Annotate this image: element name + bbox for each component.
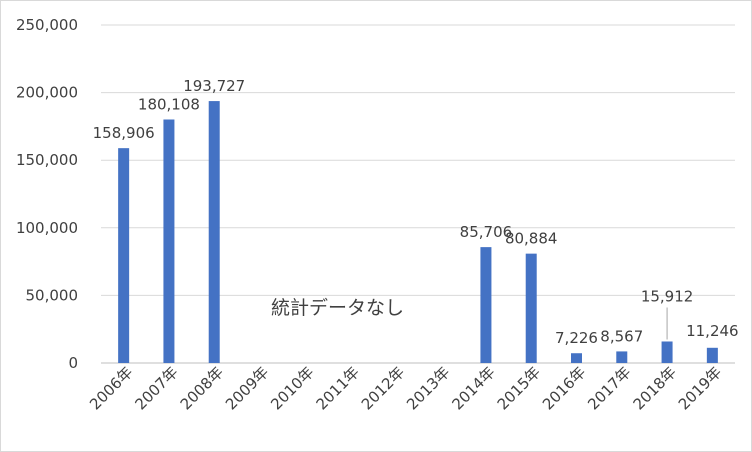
- bars: [118, 101, 718, 364]
- data-label-2015年: 80,884: [505, 230, 558, 248]
- x-tick-label-2019年: 2019年: [675, 363, 725, 413]
- data-label-2008年: 193,727: [183, 77, 245, 95]
- x-tick-label-2011年: 2011年: [313, 363, 363, 413]
- y-tick-label: 150,000: [16, 151, 78, 169]
- data-label-2014年: 85,706: [460, 223, 513, 241]
- bar-2016年: [571, 353, 582, 363]
- x-tick-label-2015年: 2015年: [494, 363, 544, 413]
- y-tick-label: 50,000: [26, 286, 79, 304]
- bar-2019年: [706, 347, 718, 363]
- y-tick-label: 250,000: [16, 16, 78, 34]
- bar-2014年: [480, 247, 492, 363]
- no-data-annotation: 統計データなし: [271, 297, 404, 319]
- x-tick-label-2010年: 2010年: [267, 363, 317, 413]
- bar-2008年: [208, 101, 220, 364]
- data-label-2017年: 8,567: [600, 327, 643, 345]
- bar-2018年: [661, 341, 673, 363]
- data-label-2016年: 7,226: [555, 329, 598, 347]
- data-label-2019年: 11,246: [686, 322, 739, 340]
- gridlines: [101, 24, 735, 364]
- data-label-2018年: 15,912: [641, 287, 694, 305]
- x-tick-label-2014年: 2014年: [448, 363, 498, 413]
- y-tick-label: 100,000: [16, 219, 78, 237]
- x-tick-label-2007年: 2007年: [131, 363, 181, 413]
- x-tick-label-2018年: 2018年: [630, 363, 680, 413]
- x-tick-label-2008年: 2008年: [177, 363, 227, 413]
- y-tick-label: 0: [68, 354, 78, 372]
- x-tick-label-2009年: 2009年: [222, 363, 272, 413]
- y-tick-label: 200,000: [16, 84, 78, 102]
- x-tick-label-2006年: 2006年: [86, 363, 136, 413]
- bar-2017年: [616, 351, 628, 363]
- bar-2015年: [525, 253, 537, 363]
- x-tick-label-2017年: 2017年: [584, 363, 634, 413]
- data-label-2006年: 158,906: [93, 124, 155, 142]
- y-axis-tick-labels: 0 50,000 100,000 150,000 200,000 250,000: [16, 16, 78, 372]
- x-axis-tick-labels: 2006年2007年2008年2009年2010年2011年2012年2013年…: [86, 363, 725, 413]
- bar-2007年: [163, 119, 175, 363]
- x-tick-label-2016年: 2016年: [539, 363, 589, 413]
- data-label-2007年: 180,108: [138, 95, 200, 113]
- x-tick-label-2012年: 2012年: [358, 363, 408, 413]
- bar-2006年: [118, 148, 130, 363]
- x-tick-label-2013年: 2013年: [403, 363, 453, 413]
